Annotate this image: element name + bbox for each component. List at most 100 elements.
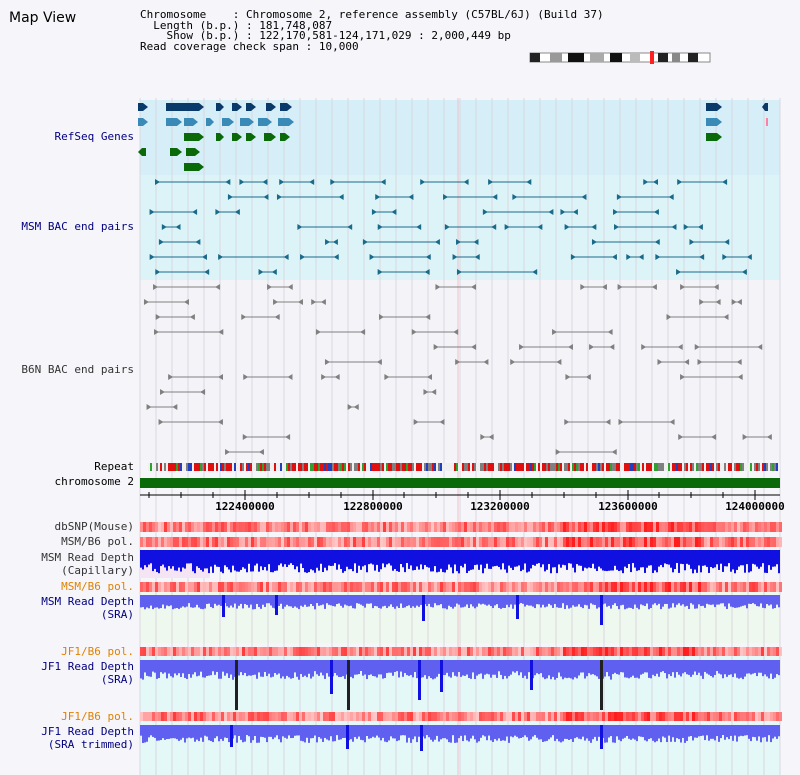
bac-end-marker[interactable] <box>668 194 674 200</box>
bac-end-marker[interactable] <box>279 179 285 185</box>
bac-end-marker[interactable] <box>677 344 683 350</box>
bac-end-marker[interactable] <box>689 239 695 245</box>
bac-end-marker[interactable] <box>737 374 743 380</box>
bac-end-marker[interactable] <box>591 224 597 230</box>
bac-end-marker[interactable] <box>609 344 615 350</box>
gene-feature[interactable] <box>240 118 254 126</box>
bac-end-marker[interactable] <box>263 194 269 200</box>
bac-end-marker[interactable] <box>353 404 359 410</box>
bac-end-marker[interactable] <box>715 299 721 305</box>
bac-end-marker[interactable] <box>239 179 245 185</box>
bac-end-marker[interactable] <box>175 224 181 230</box>
bac-end-marker[interactable] <box>591 239 597 245</box>
bac-end-marker[interactable] <box>297 224 303 230</box>
bac-end-marker[interactable] <box>154 179 160 185</box>
bac-end-marker[interactable] <box>488 179 494 185</box>
bac-end-marker[interactable] <box>724 239 730 245</box>
bac-end-marker[interactable] <box>154 329 160 335</box>
track-label-refseq[interactable]: RefSeq Genes <box>54 130 134 143</box>
bac-end-marker[interactable] <box>736 299 742 305</box>
bac-end-marker[interactable] <box>651 284 657 290</box>
bac-end-marker[interactable] <box>267 284 273 290</box>
gene-feature[interactable] <box>216 133 224 141</box>
track-label-msm-b6-pol-1[interactable]: MSM/B6 pol. <box>61 535 134 548</box>
bac-end-marker[interactable] <box>680 374 686 380</box>
bac-end-marker[interactable] <box>146 404 152 410</box>
bac-end-marker[interactable] <box>376 359 382 365</box>
bac-end-marker[interactable] <box>570 254 576 260</box>
bac-end-marker[interactable] <box>519 344 525 350</box>
track-label-dbsnp[interactable]: dbSNP(Mouse) <box>54 520 134 533</box>
bac-end-marker[interactable] <box>195 239 201 245</box>
bac-end-marker[interactable] <box>273 299 279 305</box>
bac-end-marker[interactable] <box>258 449 264 455</box>
bac-end-marker[interactable] <box>215 284 221 290</box>
bac-end-marker[interactable] <box>601 284 607 290</box>
bac-end-marker[interactable] <box>324 359 330 365</box>
bac-end-marker[interactable] <box>722 254 728 260</box>
bac-end-marker[interactable] <box>287 284 293 290</box>
bac-end-marker[interactable] <box>471 344 477 350</box>
bac-end-marker[interactable] <box>338 194 344 200</box>
bac-end-marker[interactable] <box>413 419 419 425</box>
bac-end-marker[interactable] <box>439 419 445 425</box>
bac-end-marker[interactable] <box>713 284 719 290</box>
bac-end-marker[interactable] <box>613 209 619 215</box>
bac-end-marker[interactable] <box>189 314 195 320</box>
bac-end-marker[interactable] <box>433 344 439 350</box>
bac-end-marker[interactable] <box>283 254 289 260</box>
bac-end-marker[interactable] <box>580 284 586 290</box>
bac-end-marker[interactable] <box>300 254 306 260</box>
bac-end-marker[interactable] <box>455 359 461 365</box>
bac-end-marker[interactable] <box>333 254 339 260</box>
track-label-jf1-depth-sra-1[interactable]: JF1 Read Depth <box>41 660 134 673</box>
gene-feature[interactable] <box>166 118 182 126</box>
gene-feature[interactable] <box>184 163 204 171</box>
bac-end-marker[interactable] <box>215 209 221 215</box>
bac-end-marker[interactable] <box>276 194 282 200</box>
bac-end-marker[interactable] <box>532 269 538 275</box>
bac-end-marker[interactable] <box>552 329 558 335</box>
bac-end-marker[interactable] <box>443 194 449 200</box>
bac-end-marker[interactable] <box>699 254 705 260</box>
bac-end-marker[interactable] <box>391 209 397 215</box>
bac-end-marker[interactable] <box>161 224 167 230</box>
gene-feature[interactable] <box>232 103 242 111</box>
bac-end-marker[interactable] <box>666 314 672 320</box>
bac-end-marker[interactable] <box>560 209 566 215</box>
bac-end-marker[interactable] <box>474 254 480 260</box>
bac-end-marker[interactable] <box>149 209 155 215</box>
bac-end-marker[interactable] <box>384 374 390 380</box>
bac-end-marker[interactable] <box>742 434 748 440</box>
bac-end-marker[interactable] <box>585 374 591 380</box>
gene-feature[interactable] <box>206 118 214 126</box>
bac-end-marker[interactable] <box>655 254 661 260</box>
bac-end-marker[interactable] <box>564 419 570 425</box>
bac-end-marker[interactable] <box>274 314 280 320</box>
bac-end-marker[interactable] <box>480 434 486 440</box>
gene-feature[interactable] <box>186 148 200 156</box>
bac-end-marker[interactable] <box>183 299 189 305</box>
bac-end-marker[interactable] <box>611 449 617 455</box>
bac-end-marker[interactable] <box>380 179 386 185</box>
bac-end-marker[interactable] <box>218 329 224 335</box>
bac-end-marker[interactable] <box>332 239 338 245</box>
bac-end-marker[interactable] <box>378 314 384 320</box>
bac-end-marker[interactable] <box>669 419 675 425</box>
bac-end-marker[interactable] <box>143 299 149 305</box>
bac-end-marker[interactable] <box>456 239 462 245</box>
bac-end-marker[interactable] <box>242 434 248 440</box>
gene-feature[interactable] <box>264 133 276 141</box>
gene-feature[interactable] <box>184 118 198 126</box>
bac-end-marker[interactable] <box>699 299 705 305</box>
bac-end-marker[interactable] <box>158 419 164 425</box>
bac-end-marker[interactable] <box>371 209 377 215</box>
bac-end-marker[interactable] <box>297 299 303 305</box>
bac-end-marker[interactable] <box>757 344 763 350</box>
bac-end-marker[interactable] <box>526 179 532 185</box>
bac-end-marker[interactable] <box>564 224 570 230</box>
bac-end-marker[interactable] <box>556 359 562 365</box>
bac-end-marker[interactable] <box>456 269 462 275</box>
bac-end-marker[interactable] <box>271 269 277 275</box>
